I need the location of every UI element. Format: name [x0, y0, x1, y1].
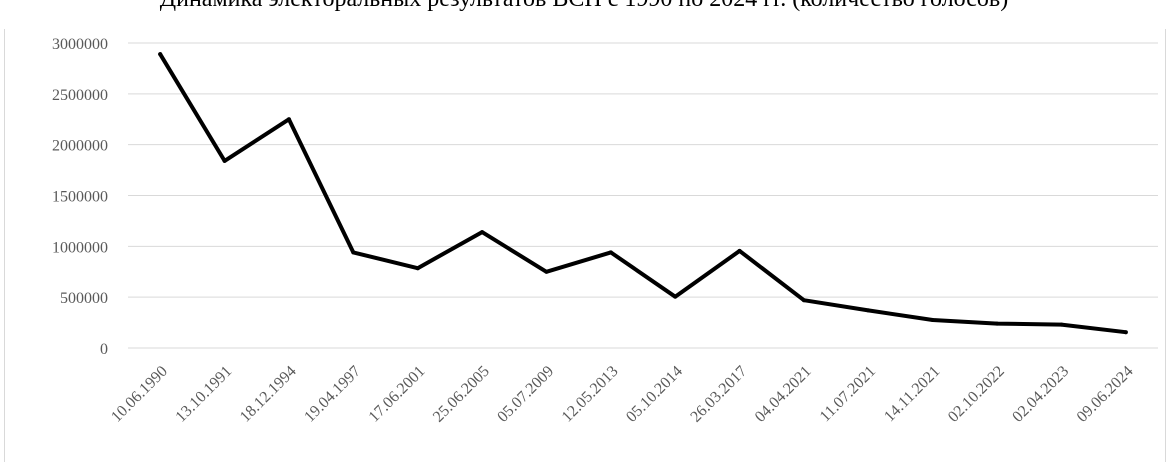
x-tick-label: 18.12.1994 — [237, 363, 300, 426]
x-tick-label: 02.04.2023 — [1009, 363, 1072, 426]
y-tick-label: 2000000 — [52, 138, 108, 155]
y-tick-label: 3000000 — [52, 36, 108, 53]
data-point — [222, 158, 227, 163]
x-tick-label: 14.11.2021 — [881, 363, 944, 426]
data-point — [995, 321, 1000, 326]
y-axis-ticks: 0 500000 1000000 1500000 2000000 2500000 30000… — [52, 36, 108, 358]
data-point — [608, 250, 613, 255]
x-tick-label: 17.06.2001 — [366, 363, 429, 426]
series-line — [158, 52, 1128, 335]
x-tick-label: 11.07.2021 — [817, 363, 880, 426]
data-point — [1059, 322, 1064, 327]
y-tick-label: 0 — [100, 341, 108, 358]
chart-title: Динамика электоральных результатов ВСП с… — [0, 0, 1168, 13]
x-tick-label: 02.10.2022 — [945, 363, 1008, 426]
data-point — [286, 117, 291, 122]
data-point — [158, 52, 163, 57]
x-tick-label: 19.04.1997 — [301, 363, 364, 426]
y-tick-label: 1500000 — [52, 189, 108, 206]
x-tick-label: 26.03.2017 — [687, 363, 750, 426]
data-point — [930, 318, 935, 323]
data-point — [351, 250, 356, 255]
x-axis-ticks: 10.06.1990 13.10.1991 18.12.1994 19.04.1997… — [108, 363, 1137, 426]
series-layer — [158, 52, 1128, 335]
x-tick-label: 05.10.2014 — [623, 363, 686, 426]
x-tick-label: 13.10.1991 — [172, 363, 235, 426]
data-point — [1123, 330, 1128, 335]
chart-frame — [4, 29, 1166, 462]
data-point — [415, 266, 420, 271]
x-tick-label: 09.06.2024 — [1074, 363, 1137, 426]
x-tick-label: 12.05.2013 — [559, 363, 622, 426]
x-tick-label: 10.06.1990 — [108, 363, 171, 426]
y-tick-label: 1000000 — [52, 239, 108, 256]
x-tick-label: 04.04.2021 — [752, 363, 815, 426]
y-tick-label: 2500000 — [52, 87, 108, 104]
gridlines — [128, 42, 1158, 349]
x-tick-label: 25.06.2005 — [430, 363, 493, 426]
data-point — [866, 308, 871, 313]
x-tick-label: 05.07.2009 — [494, 363, 557, 426]
data-point — [544, 269, 549, 274]
y-tick-label: 500000 — [60, 290, 108, 307]
data-point — [673, 294, 678, 299]
data-point — [480, 230, 485, 235]
data-point — [737, 248, 742, 253]
data-point — [801, 298, 806, 303]
